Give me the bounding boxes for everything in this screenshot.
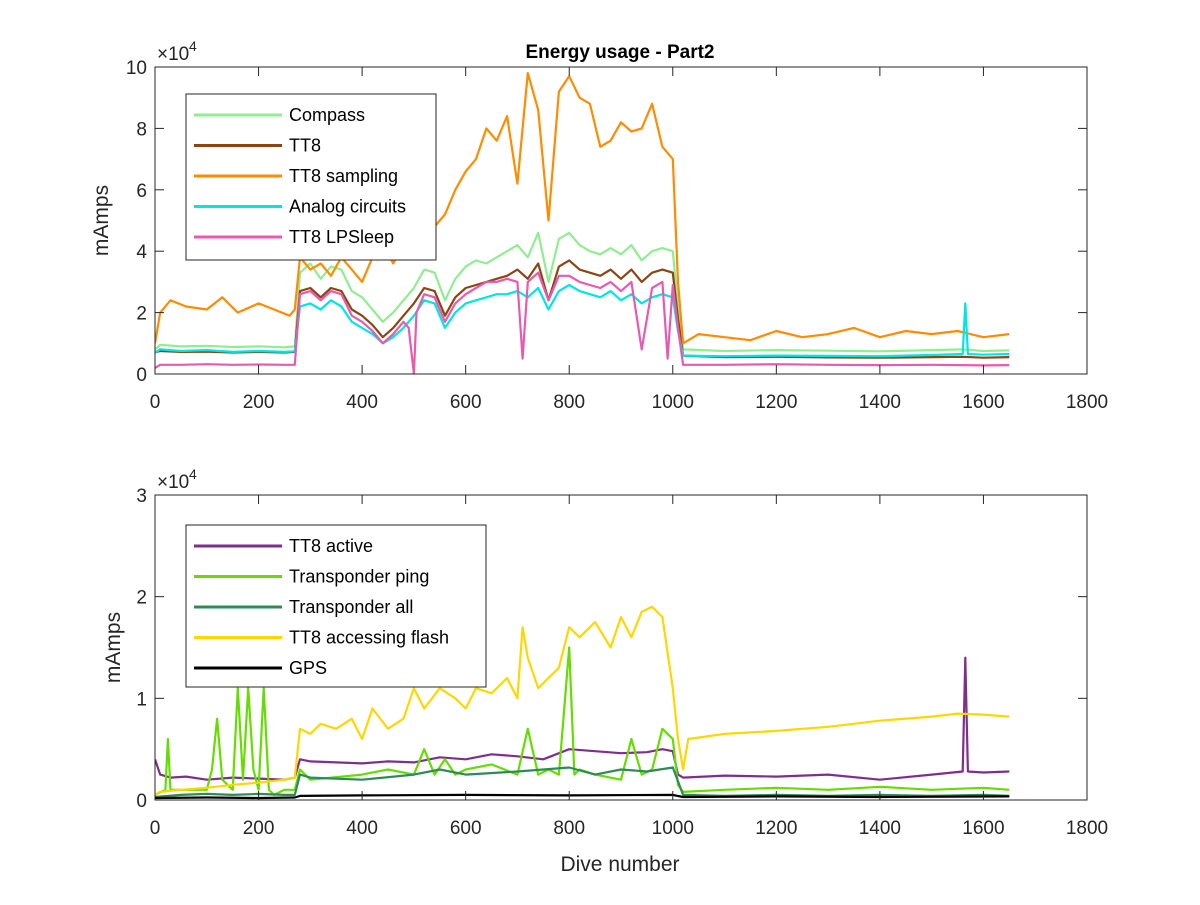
legend-label: Analog circuits (289, 197, 406, 217)
legend: Compass TT8 TT8 sampling Analog circuits TT8… (185, 93, 437, 261)
legend-label: TT8 sampling (289, 166, 398, 186)
x-tick-label: 800 (553, 818, 585, 839)
x-axis-label: Dive number (560, 853, 679, 876)
x-tick-label: 200 (243, 818, 275, 839)
series-line-tt8-active (155, 656, 1010, 781)
x-tick-label: 1800 (1066, 818, 1108, 839)
legend-label: TT8 active (289, 536, 373, 556)
subplot-1: 0 200 400 600 800 1000 1200 1400 1600 1800 0 2 4 6 8 10… (90, 38, 1108, 413)
y-tick-label: 2 (136, 304, 147, 325)
axes-box (154, 494, 1088, 801)
x-tick-label: 0 (150, 392, 161, 413)
y-tick-label: 10 (126, 58, 147, 79)
x-tick-label: 400 (346, 392, 378, 413)
y-axis-label: mAmps (90, 185, 113, 256)
axes-box (154, 66, 1088, 375)
series-line-compass (155, 231, 1010, 353)
x-tick-label: 800 (553, 392, 585, 413)
legend-label: TT8 accessing flash (289, 628, 449, 648)
chart-title: Energy usage - Part2 (525, 42, 714, 63)
legend-label: Transponder all (289, 597, 413, 617)
y-tick-label: 1 (136, 689, 147, 710)
legend-label: TT8 LPSleep (289, 227, 394, 247)
x-tick-label: 1000 (652, 392, 694, 413)
series-line-tt8-accessing-flash (155, 605, 1010, 796)
x-tick-label: 600 (450, 818, 482, 839)
y-tick-label: 6 (136, 181, 147, 202)
y-multiplier-exponent: 4 (189, 38, 197, 54)
series-line-tt8-lpsleep (155, 271, 1010, 374)
x-tick-label: 0 (150, 818, 161, 839)
y-multiplier-exponent: 4 (189, 466, 197, 482)
y-tick-label: 4 (136, 242, 147, 263)
legend-label: Transponder ping (289, 567, 429, 587)
series-line-tt8 (155, 259, 1010, 359)
y-tick-label: 2 (136, 588, 147, 609)
series-line-tt8-sampling (155, 71, 1010, 345)
y-multiplier: ×10 (157, 44, 189, 65)
x-tick-label: 1800 (1066, 392, 1108, 413)
legend: TT8 active Transponder ping Transponder al… (185, 524, 487, 688)
y-tick-label: 3 (136, 486, 147, 507)
y-multiplier: ×10 (157, 472, 189, 493)
subplots: 0 200 400 600 800 1000 1200 1400 1600 18000246810… (90, 38, 1108, 839)
y-axis-label: mAmps (102, 612, 125, 683)
x-tick-label: 1200 (755, 392, 797, 413)
y-tick-label: 8 (136, 119, 147, 140)
x-tick-label: 400 (346, 818, 378, 839)
legend-label: TT8 (289, 136, 321, 156)
series-lines (155, 71, 1010, 374)
x-tick-label: 1000 (652, 818, 694, 839)
x-tick-label: 1400 (859, 392, 901, 413)
series-line-transponder-ping (155, 646, 1010, 797)
x-tick-label: 1600 (962, 818, 1004, 839)
legend-label: Compass (289, 105, 365, 125)
y-tick-label: 0 (136, 791, 147, 812)
subplot-2: 0 200 400 600 800 1000 1200 1400 1600 1800 0 1 2 3 ×10… (102, 466, 1108, 839)
x-tick-label: 1600 (962, 392, 1004, 413)
y-tick-label: 0 (136, 365, 147, 386)
x-tick-label: 1400 (859, 818, 901, 839)
series-line-analog-circuits (155, 283, 1010, 358)
x-tick-label: 1200 (755, 818, 797, 839)
x-tick-label: 600 (450, 392, 482, 413)
legend-label: GPS (289, 658, 327, 678)
x-tick-label: 200 (243, 392, 275, 413)
